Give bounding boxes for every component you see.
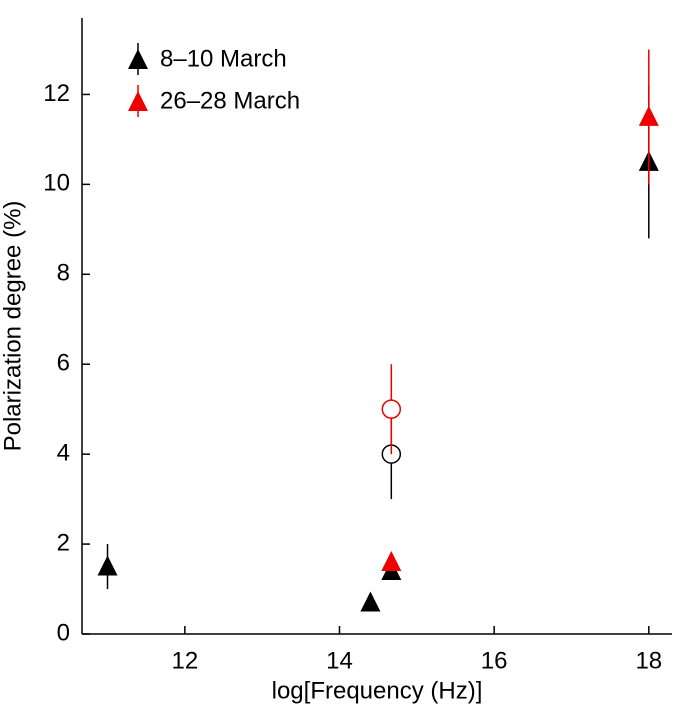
x-axis-label: log[Frequency (Hz)] (272, 677, 483, 704)
point (360, 591, 381, 612)
y-axis-label: Polarization degree (%) (0, 201, 26, 452)
point (638, 105, 659, 126)
y-tick-label: 4 (57, 439, 70, 466)
x-tick-label: 16 (481, 647, 508, 674)
y-tick-label: 8 (57, 260, 70, 287)
legend-label: 8–10 March (160, 45, 287, 72)
y-tick-label: 2 (57, 529, 70, 556)
legend-label: 26–28 March (160, 87, 300, 114)
x-tick-label: 14 (326, 647, 353, 674)
x-tick-label: 18 (635, 647, 662, 674)
point (381, 551, 402, 572)
y-tick-label: 10 (43, 170, 70, 197)
point (97, 555, 118, 576)
y-tick-label: 12 (43, 80, 70, 107)
y-tick-label: 6 (57, 350, 70, 377)
y-tick-label: 0 (57, 619, 70, 646)
legend-marker (128, 49, 148, 69)
point (381, 399, 402, 419)
x-tick-label: 12 (171, 647, 198, 674)
legend-marker (128, 91, 148, 111)
